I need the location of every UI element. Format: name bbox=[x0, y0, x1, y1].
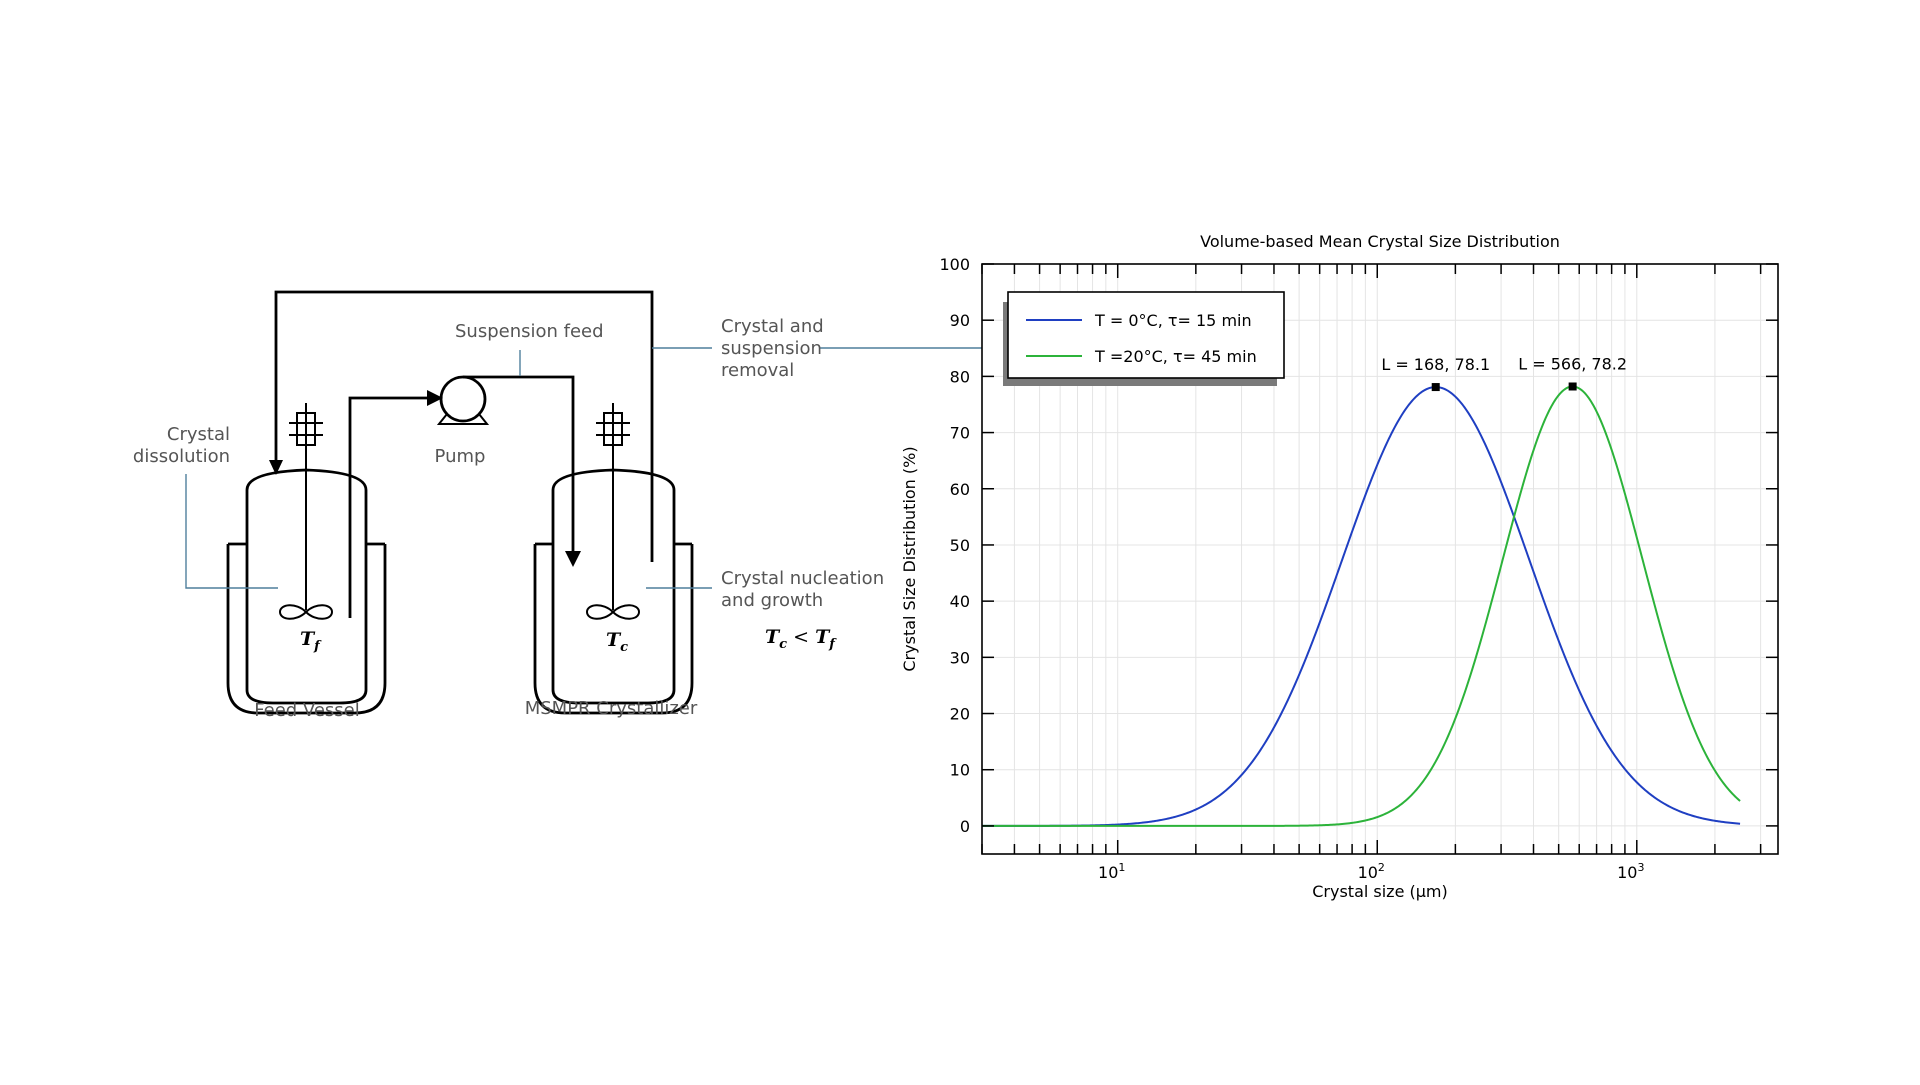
label-nucleation-1: Crystal nucleation bbox=[721, 568, 884, 589]
feed-line bbox=[348, 396, 430, 618]
symbol-tc: Tc bbox=[606, 629, 628, 655]
legend-entry-series-0: T = 0°C, τ= 15 min bbox=[1094, 311, 1252, 330]
y-tick-label: 80 bbox=[950, 367, 970, 386]
legend-entry-series-1: T =20°C, τ= 45 min bbox=[1094, 347, 1257, 366]
y-tick-label: 60 bbox=[950, 480, 970, 499]
label-crystal-removal-3: removal bbox=[721, 360, 794, 381]
feed-vessel-body bbox=[245, 468, 368, 705]
legend-box bbox=[1007, 291, 1285, 379]
series-line-1 bbox=[982, 385, 1741, 827]
x-tick-label: 101 bbox=[1098, 861, 1125, 882]
x-tick-label: 102 bbox=[1358, 861, 1385, 882]
label-crystallizer: MSMPR Crystallizer bbox=[525, 698, 698, 719]
process-diagram: Suspension feed Crystal and suspension r… bbox=[133, 290, 982, 721]
legend: T = 0°C, τ= 15 min T =20°C, τ= 45 min bbox=[1003, 291, 1285, 386]
peak-marker-1 bbox=[1568, 382, 1577, 391]
annotations: L = 168, 78.1 L = 566, 78.2 bbox=[1381, 354, 1627, 392]
series-line-0 bbox=[982, 386, 1741, 827]
y-tick-label: 90 bbox=[950, 311, 970, 330]
arrow-icon bbox=[565, 551, 581, 567]
label-dissolution-2: dissolution bbox=[133, 446, 230, 467]
symbol-relation: Tc < Tf bbox=[765, 626, 837, 652]
arrow-icon bbox=[427, 390, 443, 406]
y-tick-label: 20 bbox=[950, 705, 970, 724]
y-tick-label: 50 bbox=[950, 536, 970, 555]
axis-ticks: 101 102 103 0 10 20 30 40 50 60 70 80 90 100 bbox=[939, 255, 1778, 882]
label-dissolution-1: Crystal bbox=[167, 424, 230, 445]
symbol-tf: Tf bbox=[300, 628, 322, 654]
suspension-feed-line bbox=[463, 375, 575, 553]
y-tick-label: 40 bbox=[950, 592, 970, 611]
label-feed-vessel: Feed Vessel bbox=[254, 700, 360, 721]
y-tick-label: 70 bbox=[950, 424, 970, 443]
stirrer-icon bbox=[585, 403, 641, 620]
crystallizer-body bbox=[551, 468, 676, 705]
y-tick-label: 100 bbox=[939, 255, 970, 274]
y-tick-label: 30 bbox=[950, 648, 970, 667]
stirrer-icon bbox=[278, 403, 334, 620]
label-crystal-removal-2: suspension bbox=[721, 338, 822, 359]
label-suspension-feed: Suspension feed bbox=[455, 321, 604, 342]
series-lines bbox=[982, 385, 1741, 827]
label-pump: Pump bbox=[435, 446, 486, 467]
feed-vessel-jacket bbox=[226, 544, 387, 715]
plot-frame bbox=[981, 263, 1779, 855]
arrow-icon bbox=[269, 460, 283, 475]
peak-marker-0 bbox=[1431, 383, 1440, 392]
chart: Volume-based Mean Crystal Size Distribut… bbox=[900, 232, 1779, 901]
x-axis-label: Crystal size (µm) bbox=[1312, 882, 1448, 901]
peak-label-1: L = 566, 78.2 bbox=[1518, 354, 1627, 373]
label-crystal-removal-1: Crystal and bbox=[721, 316, 824, 337]
y-tick-label: 10 bbox=[950, 761, 970, 780]
pump-icon bbox=[436, 375, 490, 425]
y-tick-label: 0 bbox=[960, 817, 970, 836]
y-axis-label: Crystal Size Distribution (%) bbox=[900, 446, 919, 671]
crystallizer-jacket bbox=[533, 544, 694, 715]
chart-title: Volume-based Mean Crystal Size Distribut… bbox=[1200, 232, 1560, 251]
peak-label-0: L = 168, 78.1 bbox=[1381, 355, 1490, 374]
removal-line bbox=[274, 290, 654, 562]
leader-dissolution bbox=[185, 474, 278, 589]
x-tick-label: 103 bbox=[1617, 861, 1644, 882]
label-nucleation-2: and growth bbox=[721, 590, 823, 611]
